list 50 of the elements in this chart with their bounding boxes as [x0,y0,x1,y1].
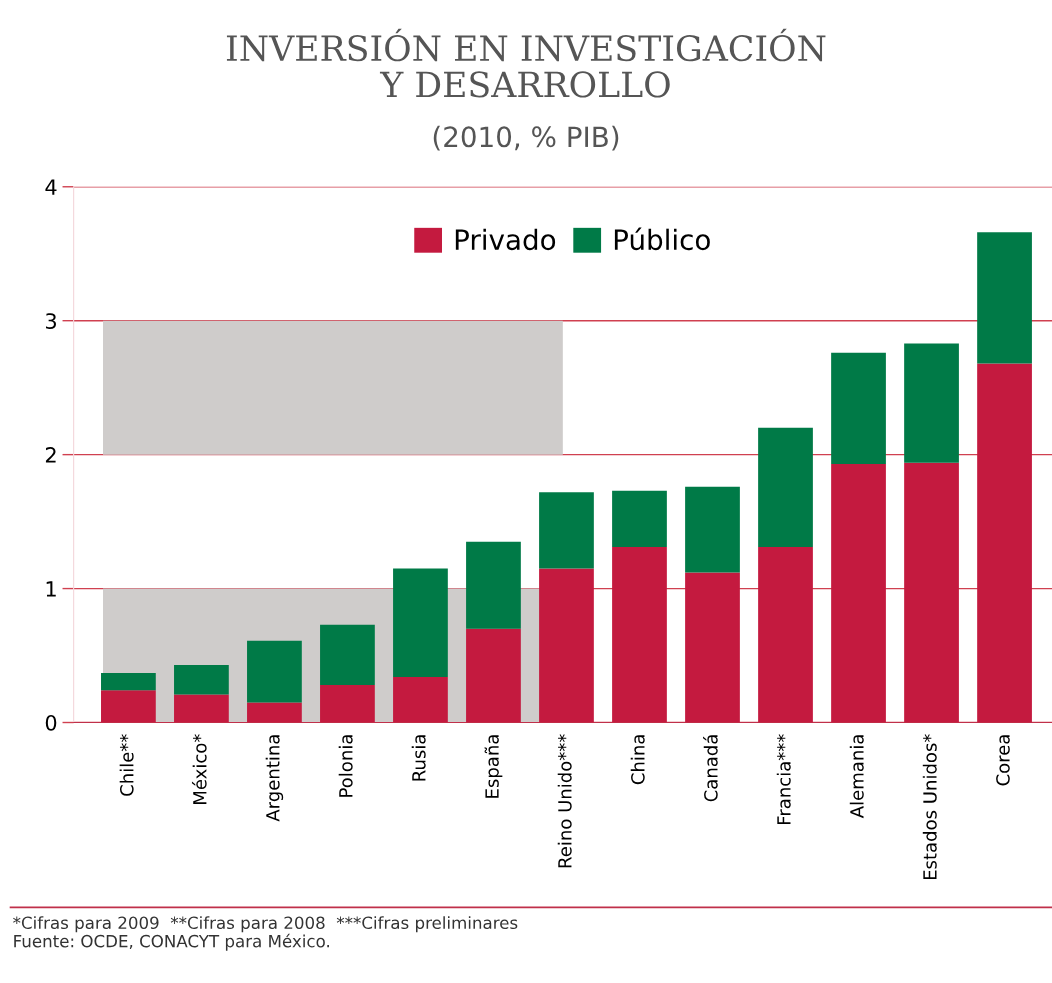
x-tick-label: Estados Unidos* [922,734,937,880]
bar [758,547,813,723]
bar [831,352,886,465]
x-tick-label: Rusia [411,735,426,781]
x-tick-label: Argentina [265,735,284,822]
bar [393,568,448,677]
x-tick-label: Polonia [338,735,353,797]
bar [612,490,667,548]
bar [539,568,594,723]
bar [466,541,521,629]
x-tick-label: Corea [996,735,1010,786]
bar [685,486,740,573]
y-tick-label: 0 [45,714,57,731]
y-tick-label: 1 [46,581,56,597]
bar [758,427,813,548]
x-tick-label: Canadá [703,735,718,802]
bar [685,572,740,723]
chart-subtitle: (2010, % PIB) [433,125,619,151]
bar [101,672,156,691]
bar [247,702,302,723]
x-tick-label: Chile** [119,734,134,796]
bar [466,628,521,723]
bar [393,676,448,723]
chart-title: INVERSIÓN EN INVESTIGACIÓN Y DESARROLLO [226,28,826,98]
x-tick-label: Reino Unido*** [557,734,572,868]
x-tick-label: México* [191,734,207,804]
bar [174,664,229,695]
bar [320,624,375,685]
x-tick-label: Francia*** [776,734,791,824]
y-tick-label: 4 [45,179,57,195]
bar [904,462,959,723]
legend-label: Público [614,227,710,251]
y-tick-label: 3 [46,313,56,329]
bar [320,685,375,723]
bar [539,492,594,569]
text: *Cifras para 2009 **Cifras para 2008 ***Cifras preliminares [13,916,518,933]
bar [247,640,302,703]
bar [904,343,959,463]
source-note: Fuente: OCDE, CONACYT para México. [14,933,329,951]
bar [977,363,1032,723]
x-tick-label: España [484,735,503,798]
x-tick-label: Alemania [849,735,864,819]
bar [101,690,156,723]
bar [977,232,1032,364]
bar [174,694,229,723]
y-tick-label: 2 [45,447,56,463]
x-tick-label: China [630,735,645,785]
legend-label: Privado [455,228,556,251]
bar [612,547,667,723]
bar [831,464,886,723]
